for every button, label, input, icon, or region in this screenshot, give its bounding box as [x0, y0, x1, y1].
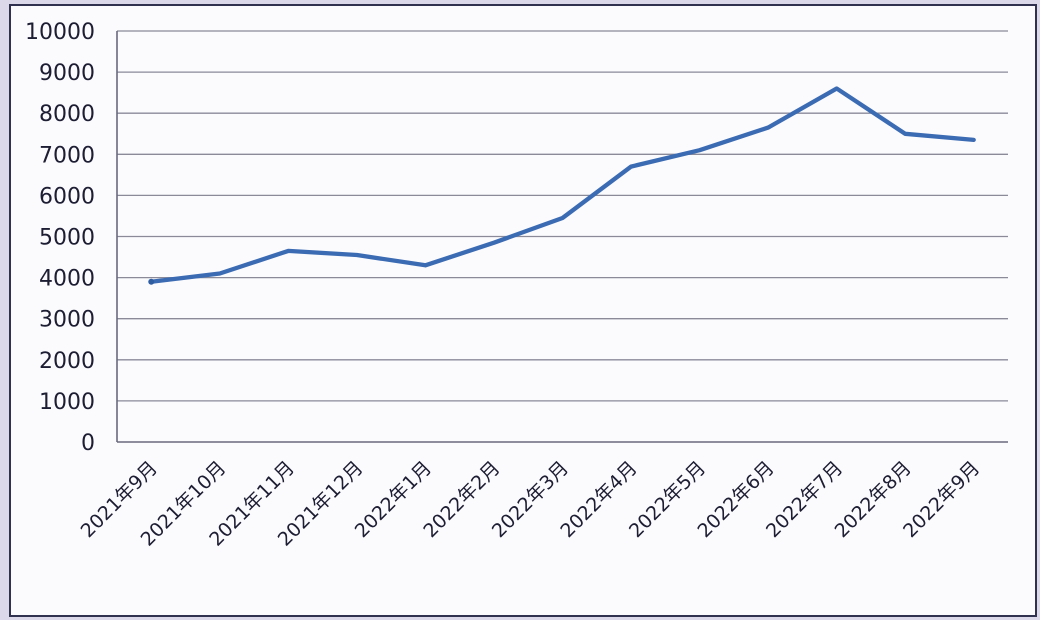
y-tick-label: 1000 — [39, 390, 95, 415]
data-series-line — [149, 86, 976, 284]
y-tick-label: 6000 — [39, 184, 95, 209]
y-tick-label: 10000 — [25, 20, 95, 45]
y-tick-label: 0 — [81, 431, 95, 456]
y-tick-label: 4000 — [39, 267, 95, 292]
y-tick-label: 8000 — [39, 102, 95, 127]
y-tick-label: 2000 — [39, 349, 95, 374]
y-tick-label: 9000 — [39, 61, 95, 86]
series-start-point — [148, 278, 155, 285]
y-tick-label: 3000 — [39, 308, 95, 333]
y-tick-label: 5000 — [39, 226, 95, 251]
y-tick-label: 7000 — [39, 143, 95, 168]
